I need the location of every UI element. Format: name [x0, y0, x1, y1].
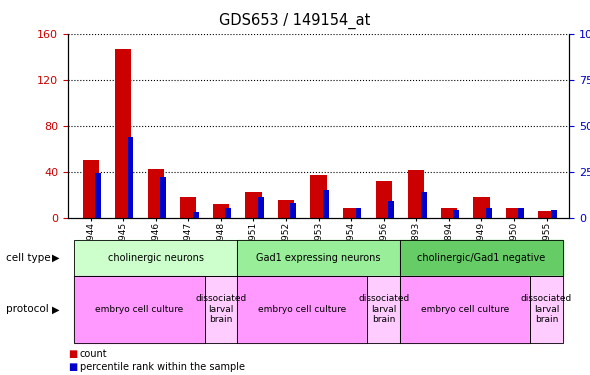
- Bar: [506, 209, 522, 218]
- Bar: [551, 210, 557, 218]
- Bar: [519, 209, 525, 218]
- Bar: [290, 203, 296, 217]
- Bar: [486, 209, 491, 218]
- Bar: [115, 49, 132, 217]
- Bar: [441, 209, 457, 218]
- Bar: [323, 190, 329, 217]
- Bar: [258, 197, 264, 217]
- Text: cholinergic/Gad1 negative: cholinergic/Gad1 negative: [417, 253, 546, 263]
- Text: ■: ■: [68, 350, 77, 359]
- Bar: [225, 209, 231, 218]
- Text: dissociated
larval
brain: dissociated larval brain: [358, 294, 409, 324]
- Text: embryo cell culture: embryo cell culture: [258, 305, 346, 314]
- Bar: [408, 170, 424, 217]
- Text: ▶: ▶: [53, 304, 60, 314]
- Bar: [83, 160, 99, 218]
- Bar: [356, 209, 362, 218]
- Bar: [539, 211, 555, 218]
- Bar: [453, 210, 459, 218]
- Bar: [213, 204, 229, 218]
- Text: dissociated
larval
brain: dissociated larval brain: [195, 294, 247, 324]
- Bar: [473, 197, 490, 217]
- Text: count: count: [80, 350, 107, 359]
- Bar: [376, 181, 392, 218]
- Bar: [180, 197, 196, 217]
- Text: embryo cell culture: embryo cell culture: [421, 305, 509, 314]
- Text: ▶: ▶: [53, 253, 60, 263]
- Bar: [193, 212, 199, 217]
- Bar: [343, 209, 359, 218]
- Bar: [278, 200, 294, 217]
- Text: dissociated
larval
brain: dissociated larval brain: [521, 294, 572, 324]
- Text: cell type: cell type: [6, 253, 51, 263]
- Bar: [127, 136, 133, 218]
- Bar: [388, 201, 394, 217]
- Bar: [95, 173, 101, 217]
- Bar: [148, 169, 164, 217]
- Bar: [160, 177, 166, 218]
- Text: GDS653 / 149154_at: GDS653 / 149154_at: [219, 13, 371, 29]
- Text: protocol: protocol: [6, 304, 48, 314]
- Text: Gad1 expressing neurons: Gad1 expressing neurons: [256, 253, 381, 263]
- Bar: [421, 192, 427, 217]
- Bar: [310, 175, 327, 217]
- Bar: [245, 192, 261, 217]
- Text: embryo cell culture: embryo cell culture: [96, 305, 183, 314]
- Text: percentile rank within the sample: percentile rank within the sample: [80, 362, 245, 372]
- Text: ■: ■: [68, 362, 77, 372]
- Text: cholinergic neurons: cholinergic neurons: [108, 253, 204, 263]
